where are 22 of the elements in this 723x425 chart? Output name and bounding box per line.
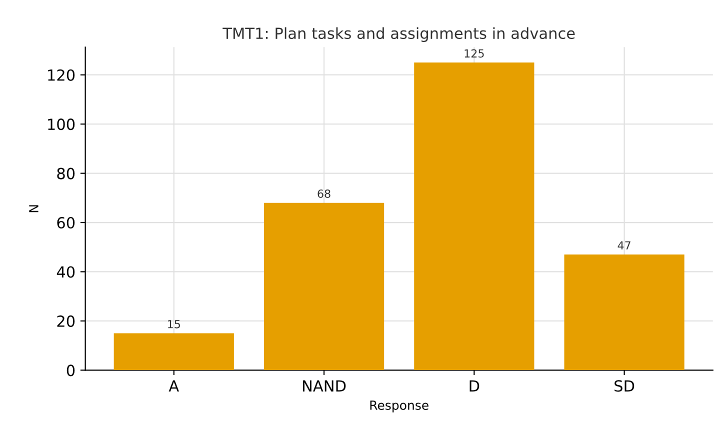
bar [114,333,234,370]
x-tick-label: A [168,380,179,392]
data-label: 15 [168,320,180,328]
bar [564,254,684,370]
y-tick-label: 120 [48,69,75,81]
data-label: 68 [318,189,330,198]
y-tick-label: 40 [56,266,75,278]
data-label: 125 [464,49,484,58]
y-tick-label: 80 [57,168,75,180]
x-tick-label: NAND [302,380,346,392]
y-tick-label: 100 [48,118,75,130]
y-tick-label: 60 [57,216,75,229]
chart-title: TMT1: Plan tasks and assignments in advance [222,27,575,42]
bar [264,202,384,370]
x-axis-title: Response [370,400,428,412]
y-tick-label: 0 [66,364,75,376]
y-tick-label: 20 [57,315,75,327]
data-label: 47 [618,241,630,250]
x-tick-label: D [470,380,480,392]
bar [414,62,534,370]
x-tick-label: SD [614,380,634,392]
y-axis-title: N [29,205,38,212]
